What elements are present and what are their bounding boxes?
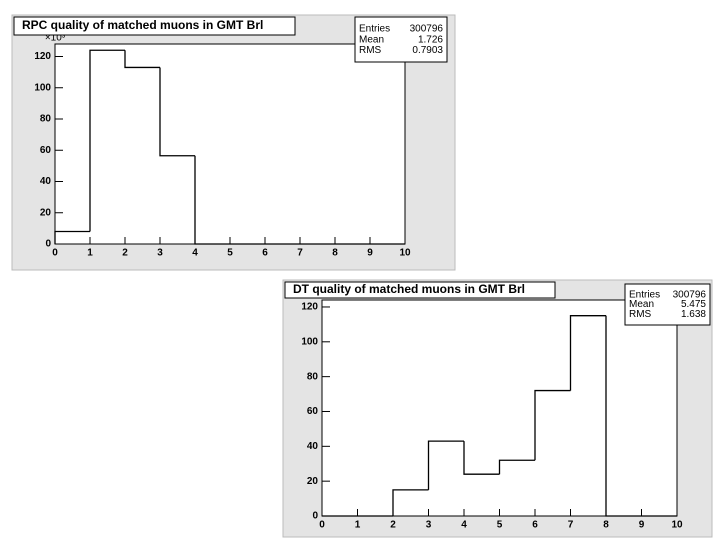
x-tick-label: 6 bbox=[262, 248, 268, 259]
histogram-bin bbox=[124, 50, 160, 69]
y-multiplier: ×10³ bbox=[45, 33, 66, 44]
y-tick-label: 60 bbox=[40, 145, 52, 156]
x-tick-label: 8 bbox=[332, 248, 338, 259]
x-tick-label: 0 bbox=[319, 520, 325, 531]
histogram-bin bbox=[89, 49, 125, 232]
stats-value: 1.726 bbox=[418, 34, 443, 45]
y-tick-label: 120 bbox=[34, 51, 51, 62]
x-tick-label: 4 bbox=[461, 520, 467, 531]
y-tick-label: 40 bbox=[40, 176, 52, 187]
y-tick-label: 40 bbox=[307, 441, 319, 452]
stats-box bbox=[624, 283, 711, 326]
histogram-bin bbox=[194, 155, 230, 245]
y-tick-label: 100 bbox=[34, 82, 51, 93]
histogram-bin bbox=[463, 441, 500, 475]
histogram-bin bbox=[534, 389, 571, 461]
stats-value: 0.7903 bbox=[412, 45, 443, 56]
x-tick-label: 1 bbox=[87, 248, 93, 259]
x-tick-label: 7 bbox=[297, 248, 303, 259]
x-tick-label: 9 bbox=[367, 248, 373, 259]
x-tick-label: 2 bbox=[122, 248, 128, 259]
y-tick-label: 100 bbox=[301, 336, 318, 347]
y-tick-label: 60 bbox=[307, 406, 319, 417]
y-tick-label: 20 bbox=[307, 476, 319, 487]
histogram-bin bbox=[569, 315, 606, 391]
x-tick-label: 2 bbox=[390, 520, 396, 531]
stats-value: 300796 bbox=[673, 289, 707, 300]
stats-name: Entries bbox=[359, 24, 390, 35]
x-tick-label: 5 bbox=[227, 248, 233, 259]
x-tick-label: 10 bbox=[399, 248, 411, 259]
stats-name: Entries bbox=[629, 289, 660, 300]
x-tick-label: 9 bbox=[639, 520, 645, 531]
stats-value: 300796 bbox=[410, 24, 444, 35]
x-tick-label: 5 bbox=[497, 520, 503, 531]
plot-frame bbox=[321, 299, 678, 517]
y-tick-label: 80 bbox=[40, 114, 52, 125]
x-tick-label: 7 bbox=[568, 520, 574, 531]
chart-title: DT quality of matched muons in GMT Brl bbox=[293, 282, 525, 296]
x-tick-label: 0 bbox=[52, 248, 58, 259]
stats-value: 1.638 bbox=[681, 309, 706, 320]
plot-frame bbox=[54, 43, 406, 245]
y-tick-label: 120 bbox=[301, 302, 318, 313]
y-tick-label: 80 bbox=[307, 371, 319, 382]
x-tick-label: 8 bbox=[603, 520, 609, 531]
y-tick-label: 20 bbox=[40, 207, 52, 218]
histogram-bin bbox=[498, 459, 535, 475]
x-tick-label: 10 bbox=[671, 520, 683, 531]
stats-name: Mean bbox=[359, 34, 384, 45]
title-box bbox=[13, 16, 296, 36]
x-tick-label: 6 bbox=[532, 520, 538, 531]
stats-box bbox=[354, 16, 448, 63]
histogram-bin bbox=[392, 489, 429, 516]
stats-value: 5.475 bbox=[681, 299, 706, 310]
stats-name: RMS bbox=[629, 309, 652, 320]
histogram-bin bbox=[605, 315, 642, 517]
y-tick-label: 0 bbox=[312, 511, 318, 522]
histogram-bin bbox=[427, 440, 464, 490]
chart-title: RPC quality of matched muons in GMT Brl bbox=[22, 18, 263, 32]
stats-name: Mean bbox=[629, 299, 654, 310]
stats-name: RMS bbox=[359, 45, 382, 56]
y-tick-label: 0 bbox=[45, 239, 51, 250]
x-tick-label: 3 bbox=[426, 520, 432, 531]
title-box bbox=[284, 281, 556, 299]
histogram-bin bbox=[54, 230, 90, 244]
x-tick-label: 1 bbox=[355, 520, 361, 531]
x-tick-label: 4 bbox=[192, 248, 198, 259]
x-tick-label: 3 bbox=[157, 248, 163, 259]
histogram-bin bbox=[159, 67, 195, 157]
